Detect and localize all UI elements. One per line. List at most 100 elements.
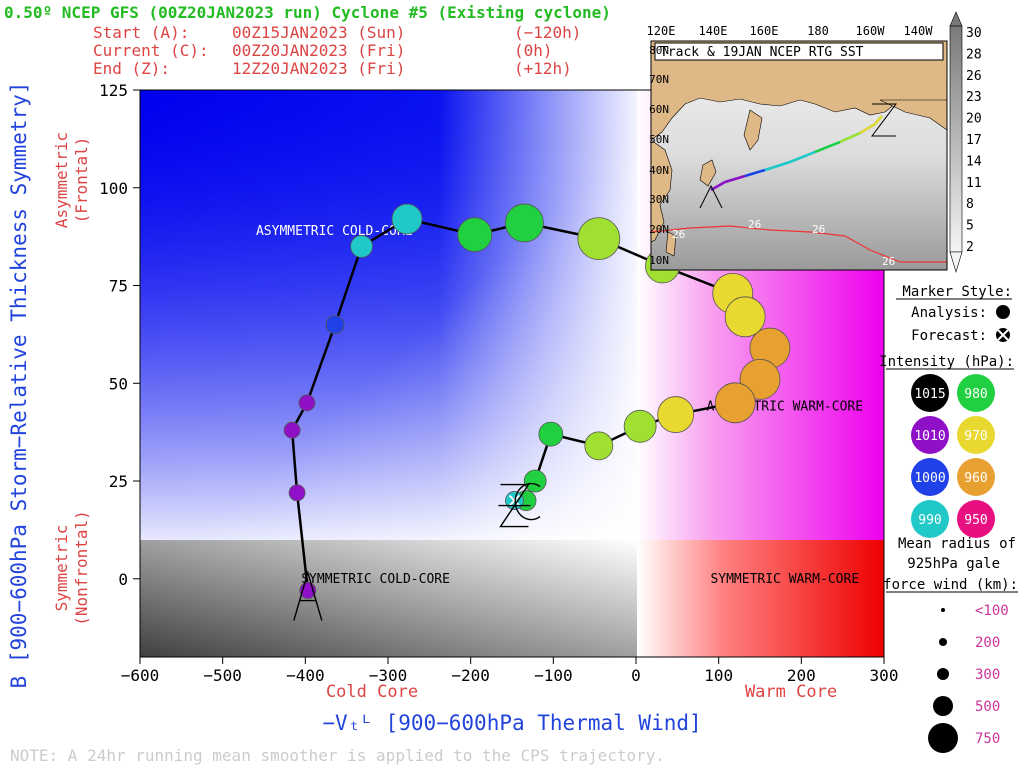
inset-track-segment [724,174,746,184]
inset-lon-label: 120E [647,24,676,38]
radius-swatch [937,668,949,680]
inset-lat-label: 60N [649,103,669,116]
legend-analysis-label: Analysis: [911,305,987,321]
current-letter-marker [514,482,541,521]
inset-map: Track & 19JAN NCEP RTG SST 120E 140E 160E 1… [647,24,948,271]
x-cold-label: Cold Core [326,682,418,702]
x-warm-label: Warm Core [745,682,837,702]
trajectory-point [457,217,493,253]
intensity-value: 960 [964,471,987,486]
intensity-swatch [957,458,995,496]
quadrant-label: SYMMETRIC WARM-CORE [710,572,859,587]
current-offset: (0h) [514,41,553,60]
legend-forecast-marker [996,328,1010,342]
colorbar-label: 2 [966,240,974,255]
y-tick-label: 125 [99,81,128,100]
intensity-swatch [957,416,995,454]
legend: Marker Style: Analysis: Forecast: Intens… [879,284,1018,753]
trajectory-point [350,235,373,258]
inset-alaska-panhandle [879,99,947,131]
x-tick-label: 300 [870,666,899,685]
inset-lon-label: 140E [699,24,728,38]
start-offset: (−120h) [514,23,581,42]
trajectory-point [577,217,621,260]
inset-land-asia [651,139,673,243]
y-tick-label: 75 [109,277,128,296]
x-tick-label: 0 [631,666,641,685]
legend-radius-title-2: 925hPa gale [907,556,1000,572]
colorbar-label: 11 [966,176,982,191]
trajectory-point [714,382,756,424]
inset-lat-label: 50N [649,133,669,146]
legend-forecast-label: Forecast: [911,328,987,344]
radius-value: 500 [975,699,1000,715]
colorbar-label: 23 [966,90,982,105]
x-tick-label: −600 [121,666,160,685]
quadrant-label: ASYMMETRIC COLD-CORE [256,224,413,239]
inset-track-segment [710,180,726,192]
inset-sst-label: 26 [812,223,825,236]
trajectory-point [288,484,306,502]
x-tick-label: −300 [369,666,408,685]
y-tick-label: 0 [118,570,128,589]
inset-track-segment [874,115,883,125]
colorbar-label: 30 [966,26,982,41]
trajectory-point [391,203,423,235]
chart-title: 0.50º NCEP GFS (00Z20JAN2023 run) Cyclon… [4,3,611,22]
y-tick-label: 50 [109,374,128,393]
inset-start-marker [699,184,723,209]
start-letter-marker [293,570,323,621]
inset-lon-label: 140W [904,24,934,38]
inset-lat-label: 30N [649,193,669,206]
inset-sst-labels: 26 26 26 26 [672,218,895,268]
radius-value: 200 [975,635,1000,651]
footnote: NOTE: A 24hr running mean smoother is ap… [10,746,665,765]
current-label: Current (C): [93,41,209,60]
inset-track-segment [744,168,766,178]
colorbar-label: 26 [966,69,982,84]
intensity-swatch [911,374,949,412]
x-tick-label: 100 [704,666,733,685]
radius-value: 300 [975,667,1000,683]
y-tick-label: 25 [109,472,128,491]
colorbar-label: 8 [966,197,974,212]
inset-lat-label: 70N [649,73,669,86]
colorbar-label: 14 [966,154,982,169]
trajectory-point [325,315,345,335]
intensity-value: 1010 [914,429,945,444]
inset-lon-labels: 120E 140E 160E 180 160W 140W [647,24,934,38]
svg-text:Symmetric: Symmetric [52,525,71,612]
intensity-swatch [911,416,949,454]
intensity-swatch [911,500,949,538]
inset-lat-label: 20N [649,223,669,236]
current-value: 00Z20JAN2023 (Fri) [232,41,405,60]
y-tick-label: 100 [99,179,128,198]
sst-colorbar: 30 28 26 23 20 17 14 11 8 5 2 [949,11,982,274]
end-label: End (Z): [93,59,170,78]
start-value: 00Z15JAN2023 (Sun) [232,23,405,42]
trajectory-point [724,296,766,338]
trajectory-point [584,431,614,461]
end-letter-marker [498,483,531,528]
run-info: Start (A): 00Z15JAN2023 (Sun) (−120h) Cu… [93,23,581,78]
trajectory-point [623,409,657,443]
svg-text:(Frontal): (Frontal) [72,137,91,224]
quadrant-label: SYMMETRIC COLD-CORE [301,572,450,587]
inset-track-segment [764,160,791,172]
radius-value: <100 [975,603,1009,619]
x-tick-label: −200 [451,666,490,685]
end-offset: (+12h) [514,59,572,78]
inset-sst-label: 26 [672,228,685,241]
sst-26-isotherm [651,225,947,263]
inset-track-segment [859,122,876,135]
intensity-swatch [957,374,995,412]
colorbar-label: 5 [966,219,974,234]
intensity-swatch [911,458,949,496]
inset-lat-labels: 80N 70N 60N 50N 40N 30N 20N 10N [649,44,669,267]
trajectory-point [538,421,564,447]
colorbar-label: 28 [966,47,982,62]
inset-kamchatka [743,109,763,151]
trajectory-point [505,203,544,243]
